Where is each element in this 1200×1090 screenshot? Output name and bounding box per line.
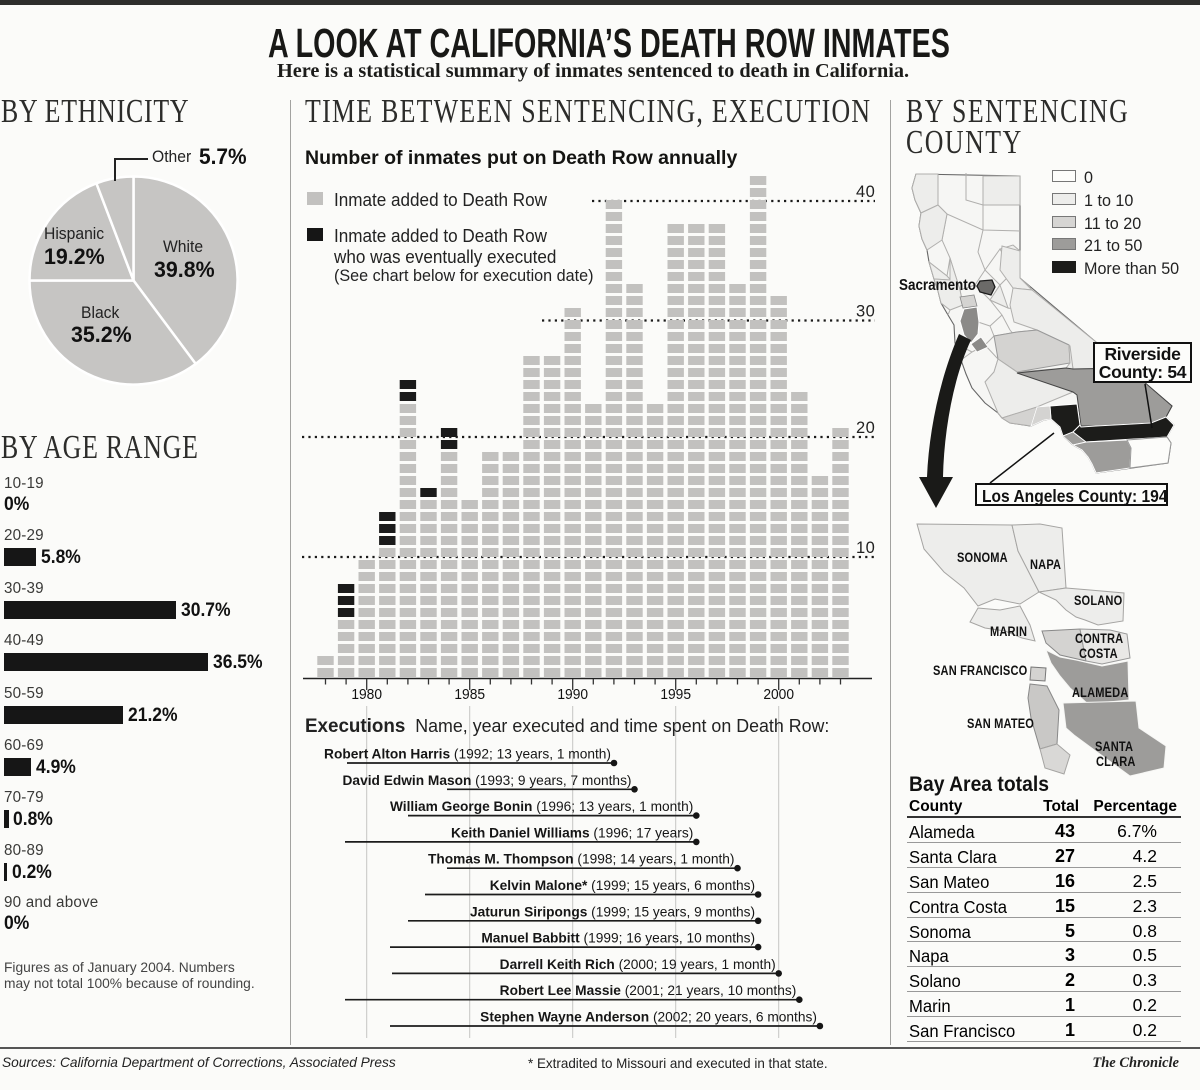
svg-text:Darrell Keith Rich (2000; 19 y: Darrell Keith Rich (2000; 19 years, 1 mo…: [500, 956, 776, 972]
svg-text:Keith Daniel Williams (1996; 1: Keith Daniel Williams (1996; 17 years): [451, 824, 693, 840]
svg-text:1980: 1980: [351, 687, 382, 704]
svg-text:Robert Lee Massie (2001; 21 ye: Robert Lee Massie (2001; 21 years, 10 mo…: [500, 982, 797, 998]
svg-text:Kelvin Malone* (1999; 15 years: Kelvin Malone* (1999; 15 years, 6 months…: [490, 877, 755, 893]
svg-text:2000: 2000: [763, 687, 794, 704]
svg-text:David Edwin Mason (1993; 9 yea: David Edwin Mason (1993; 9 years, 7 mont…: [343, 772, 632, 788]
svg-text:40: 40: [856, 183, 875, 201]
svg-text:20: 20: [856, 419, 875, 437]
svg-text:William George Bonin (1996; 13: William George Bonin (1996; 13 years, 1 …: [390, 798, 693, 814]
svg-text:Thomas M. Thompson (1998; 14 y: Thomas M. Thompson (1998; 14 years, 1 mo…: [428, 851, 734, 867]
svg-text:1985: 1985: [454, 687, 485, 704]
svg-text:Jaturun Siripongs (1999; 15 ye: Jaturun Siripongs (1999; 15 years, 9 mon…: [470, 903, 755, 919]
svg-text:Robert Alton Harris (1992; 13: Robert Alton Harris (1992; 13 years, 1 m…: [324, 745, 611, 761]
svg-text:1995: 1995: [660, 687, 691, 704]
svg-text:1990: 1990: [557, 687, 588, 704]
svg-text:10: 10: [856, 539, 875, 557]
svg-text:Stephen Wayne Anderson (2002;: Stephen Wayne Anderson (2002; 20 years, …: [480, 1008, 817, 1024]
svg-text:30: 30: [856, 303, 875, 321]
svg-text:Manuel Babbitt (1999; 16 years: Manuel Babbitt (1999; 16 years, 10 month…: [481, 929, 755, 945]
